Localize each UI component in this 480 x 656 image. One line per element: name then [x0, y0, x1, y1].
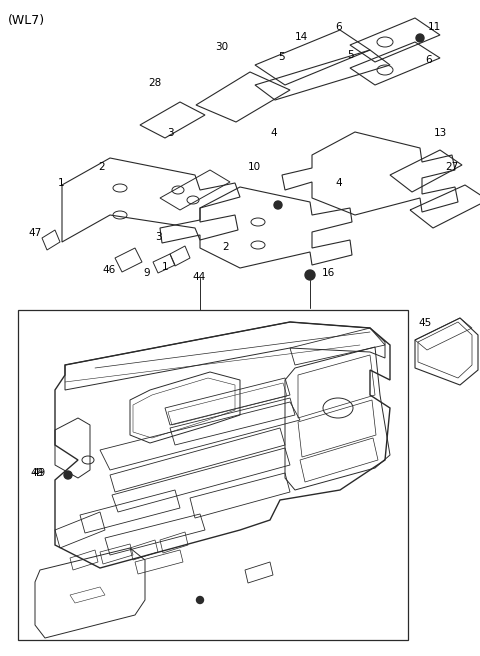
- Text: 5: 5: [278, 52, 285, 62]
- Text: 2: 2: [222, 242, 228, 252]
- Text: 6: 6: [335, 22, 342, 32]
- Text: 10: 10: [248, 162, 261, 172]
- Text: 44: 44: [192, 272, 205, 282]
- Text: 14: 14: [295, 32, 308, 42]
- Text: 16: 16: [322, 268, 335, 278]
- Text: 3: 3: [155, 232, 162, 242]
- Text: 3: 3: [167, 128, 174, 138]
- Text: 46: 46: [102, 265, 115, 275]
- Text: 13: 13: [434, 128, 447, 138]
- Circle shape: [416, 34, 424, 42]
- Text: 6: 6: [425, 55, 432, 65]
- Text: 1: 1: [162, 262, 168, 272]
- Bar: [18, 310, 408, 640]
- Text: 30: 30: [215, 42, 228, 52]
- Text: 49: 49: [32, 468, 45, 478]
- Text: 5: 5: [347, 50, 354, 60]
- Circle shape: [64, 471, 72, 479]
- Text: 45: 45: [418, 318, 431, 328]
- Text: 4: 4: [335, 178, 342, 188]
- Text: 4: 4: [270, 128, 276, 138]
- Text: 1: 1: [58, 178, 65, 188]
- Text: 9: 9: [143, 268, 150, 278]
- Circle shape: [305, 270, 315, 280]
- Circle shape: [274, 201, 282, 209]
- Text: 2: 2: [98, 162, 105, 172]
- Text: 11: 11: [428, 22, 441, 32]
- Text: (WL7): (WL7): [8, 14, 45, 27]
- Text: 27: 27: [445, 162, 458, 172]
- Text: 28: 28: [148, 78, 161, 88]
- Circle shape: [196, 596, 204, 604]
- Text: 47: 47: [28, 228, 41, 238]
- Text: 49: 49: [30, 468, 43, 478]
